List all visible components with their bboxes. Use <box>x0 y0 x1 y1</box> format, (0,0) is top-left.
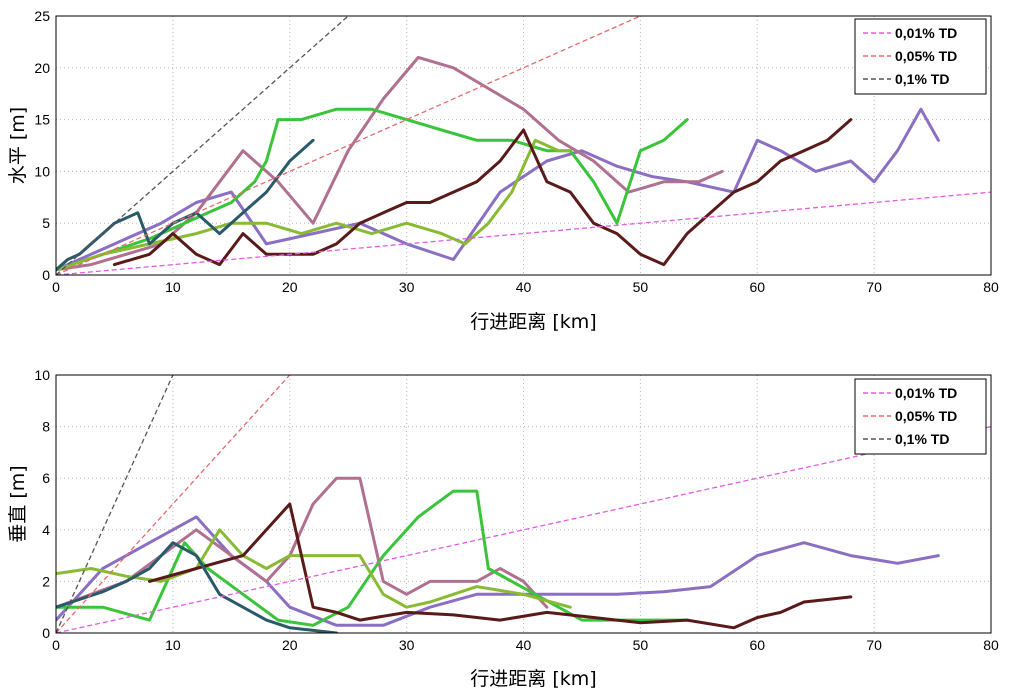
y-tick-label: 6 <box>42 470 50 486</box>
data-series-line <box>56 138 572 272</box>
x-tick-label: 0 <box>52 279 60 295</box>
legend: 0,01% TD 0,05% TD 0,1% TD <box>854 378 987 455</box>
x-tick-label: 10 <box>165 637 181 653</box>
legend-label: 0,1% TD <box>895 71 949 87</box>
legend-box <box>854 18 987 95</box>
data-series-line <box>56 528 572 609</box>
x-axis-title: 行进距离 [km] <box>470 311 596 333</box>
y-tick-label: 8 <box>42 419 50 435</box>
data-series-line <box>56 541 338 633</box>
x-tick-label: 30 <box>399 279 415 295</box>
chart-panel-1: 0 10 20 30 40 50 60 70 80 0 5 10 15 20 25 行进距离 [km] 水平 [… <box>7 8 999 333</box>
x-axis-title: 行进距离 [km] <box>470 668 596 690</box>
x-tick-label: 30 <box>399 637 415 653</box>
y-tick-label: 2 <box>42 573 50 589</box>
legend-label: 0,1% TD <box>895 431 949 447</box>
y-tick-label: 25 <box>34 8 50 24</box>
x-tick-label: 80 <box>983 279 999 295</box>
chart-panel-2: 0 10 20 30 40 50 60 70 80 0 2 4 6 8 10 行进距离 [km] 垂直 [m] 0… <box>7 367 999 690</box>
x-tick-label: 70 <box>866 279 882 295</box>
data-series-line <box>112 118 853 267</box>
x-tick-label: 20 <box>282 637 298 653</box>
x-tick-label: 60 <box>749 637 765 653</box>
data-series-line <box>56 107 940 272</box>
reference-line <box>56 16 350 275</box>
x-tick-label: 70 <box>866 637 882 653</box>
reference-line <box>56 191 991 275</box>
reference-line <box>56 16 642 275</box>
y-axis-title: 垂直 [m] <box>7 465 29 542</box>
x-tick-label: 20 <box>282 279 298 295</box>
plot-frame <box>55 374 992 634</box>
data-series-line <box>148 502 853 630</box>
x-tick-label: 80 <box>983 637 999 653</box>
reference-line <box>56 375 291 633</box>
y-tick-label: 10 <box>34 367 50 383</box>
y-tick-label: 15 <box>34 112 50 128</box>
y-tick-label: 4 <box>42 522 50 538</box>
y-tick-label: 0 <box>42 625 50 641</box>
data-series-line <box>56 138 315 272</box>
plot-area <box>56 375 991 633</box>
x-tick-label: 40 <box>516 637 532 653</box>
plot-area <box>56 16 991 275</box>
x-tick-label: 10 <box>165 279 181 295</box>
legend-label: 0,01% TD <box>895 25 957 41</box>
x-tick-label: 50 <box>633 637 649 653</box>
y-tick-label: 20 <box>34 60 50 76</box>
legend: 0,01% TD 0,05% TD 0,1% TD <box>854 18 987 95</box>
y-tick-label: 10 <box>34 163 50 179</box>
y-tick-label: 0 <box>42 267 50 283</box>
y-axis-title: 水平 [m] <box>7 107 29 184</box>
legend-label: 0,05% TD <box>895 408 957 424</box>
plot-frame <box>55 15 992 276</box>
x-tick-label: 60 <box>749 279 765 295</box>
data-series-line <box>56 489 689 627</box>
x-tick-label: 0 <box>52 637 60 653</box>
legend-label: 0,01% TD <box>895 385 957 401</box>
y-tick-label: 5 <box>42 215 50 231</box>
x-tick-label: 40 <box>516 279 532 295</box>
legend-label: 0,05% TD <box>895 48 957 64</box>
x-tick-label: 50 <box>633 279 649 295</box>
legend-box <box>854 378 987 455</box>
data-series-line <box>56 515 940 627</box>
